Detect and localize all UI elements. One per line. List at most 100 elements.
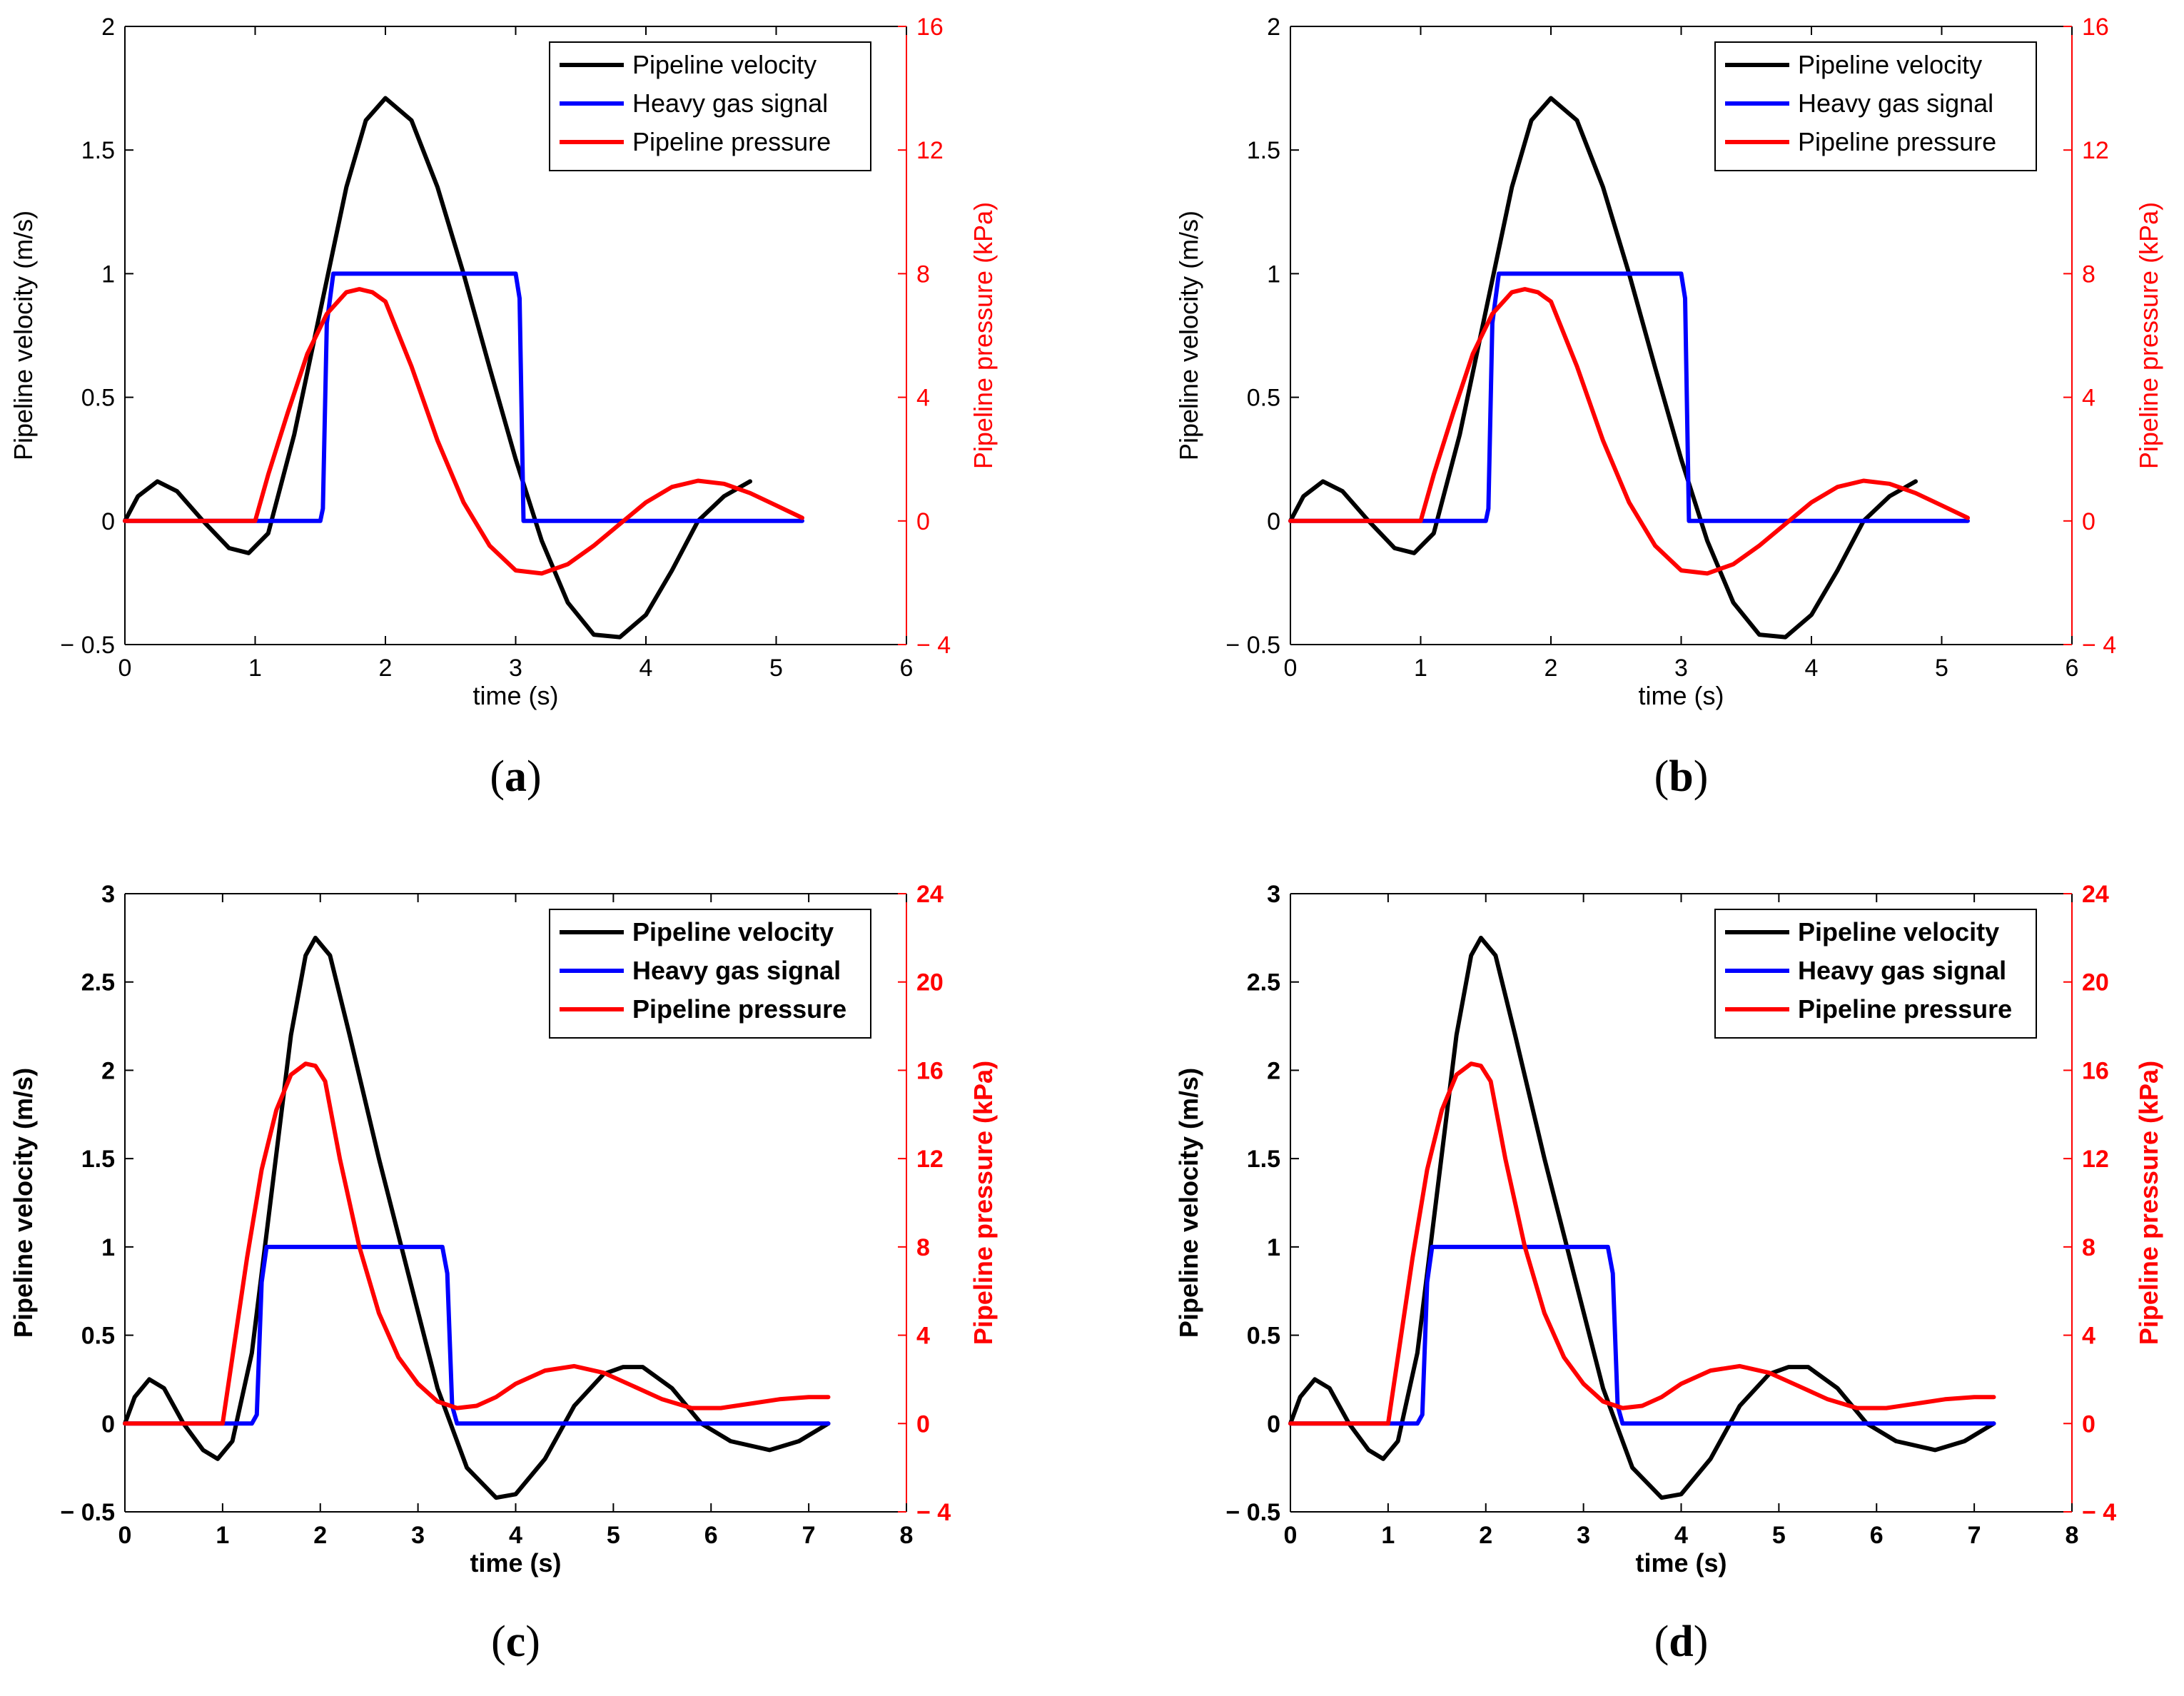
series-line-pipeline-velocity	[123, 96, 752, 640]
y2-axis-label: Pipeline pressure (kPa)	[2134, 202, 2163, 469]
y-tick-label: − 0.5	[60, 632, 115, 659]
x-axis-label: time (s)	[473, 681, 559, 710]
y-tick-label: 1	[1267, 261, 1280, 288]
y-tick-label: 1	[101, 261, 115, 288]
y2-tick-label: 0	[916, 508, 930, 535]
x-tick-label: 8	[900, 1522, 914, 1549]
legend-entry: Heavy gas signal	[1798, 89, 1993, 118]
x-tick-label: 6	[1870, 1522, 1884, 1549]
x-tick-label: 5	[1772, 1522, 1786, 1549]
panel-label: (b)	[1654, 752, 1709, 801]
legend-entry: Pipeline velocity	[1798, 50, 1982, 79]
x-tick-label: 1	[248, 655, 262, 682]
x-tick-label: 3	[1577, 1522, 1590, 1549]
series-line-pipeline-pressure	[1288, 287, 1970, 576]
y-axis-label: Pipeline velocity (m/s)	[9, 1068, 38, 1338]
y2-tick-label: 16	[916, 1057, 944, 1084]
legend-entry: Pipeline pressure	[632, 127, 831, 156]
y-axis-label: Pipeline velocity (m/s)	[9, 211, 38, 460]
series-line-heavy-gas-signal	[123, 1244, 831, 1426]
x-tick-label: 3	[509, 655, 522, 682]
x-axis-label: time (s)	[1639, 681, 1724, 710]
y-tick-label: 1.5	[1247, 137, 1280, 164]
x-tick-label: 1	[216, 1522, 229, 1549]
x-tick-label: 6	[900, 655, 914, 682]
legend-entry: Pipeline pressure	[632, 994, 846, 1024]
y-tick-label: 2.5	[81, 969, 115, 996]
y2-tick-label: − 4	[2082, 632, 2116, 659]
x-tick-label: 4	[509, 1522, 522, 1549]
series-line-pipeline-pressure	[1288, 1061, 1996, 1426]
y-tick-label: − 0.5	[60, 1499, 115, 1526]
legend-entry: Heavy gas signal	[1798, 956, 2006, 985]
y-tick-label: 2.5	[1247, 969, 1280, 996]
y-tick-label: 0.5	[1247, 1323, 1280, 1350]
y-axis-label: Pipeline velocity (m/s)	[1174, 1068, 1203, 1338]
chart-panel-c: 0 1 2 3 4 5 6 7 8− 0.500.511.522.53− 40481216202…	[9, 881, 998, 1666]
x-tick-label: 2	[1545, 655, 1558, 682]
x-tick-label: 1	[1414, 655, 1427, 682]
series-line-pipeline-velocity	[1288, 935, 1996, 1500]
x-tick-label: 6	[2066, 655, 2079, 682]
legend: Pipeline velocity Heavy gas signal Pipelin…	[1714, 909, 2037, 1039]
x-tick-label: 5	[769, 655, 783, 682]
legend-entry: Pipeline pressure	[1798, 127, 1996, 156]
y-tick-label: 1.5	[81, 1146, 115, 1173]
x-tick-label: 0	[1284, 1522, 1298, 1549]
y2-tick-label: 8	[916, 1234, 930, 1261]
legend-entry: Pipeline velocity	[632, 50, 817, 79]
y-axis-label: Pipeline velocity (m/s)	[1174, 211, 1203, 460]
legend: Pipeline velocity Heavy gas signal Pipelin…	[549, 909, 871, 1039]
series-line-pipeline-velocity	[123, 935, 831, 1500]
y-tick-label: 3	[1267, 881, 1280, 908]
legend-entry: Heavy gas signal	[632, 89, 828, 118]
y2-tick-label: 8	[2082, 1234, 2095, 1261]
x-tick-label: 4	[639, 655, 653, 682]
y2-tick-label: − 4	[916, 632, 951, 659]
series-line-pipeline-pressure	[123, 287, 804, 576]
x-axis-label: time (s)	[1635, 1548, 1727, 1578]
y2-axis-label: Pipeline pressure (kPa)	[969, 1061, 998, 1345]
y2-tick-label: 16	[916, 14, 944, 41]
y2-tick-label: 16	[2082, 14, 2109, 41]
x-tick-label: 3	[411, 1522, 425, 1549]
y2-tick-label: 20	[2082, 969, 2109, 996]
panel-label: (d)	[1654, 1617, 1709, 1666]
y-tick-label: 1	[1267, 1234, 1280, 1261]
series-line-heavy-gas-signal	[123, 271, 804, 523]
x-tick-label: 7	[1968, 1522, 1981, 1549]
x-tick-label: 2	[1479, 1522, 1492, 1549]
y2-tick-label: 24	[916, 881, 944, 908]
y-tick-label: 2	[101, 1057, 115, 1084]
y-tick-label: 0	[101, 508, 115, 535]
y2-tick-label: 0	[2082, 508, 2095, 535]
y-tick-label: 0	[101, 1410, 115, 1438]
y2-axis-label: Pipeline pressure (kPa)	[2134, 1061, 2163, 1345]
y-tick-label: 2	[1267, 14, 1280, 41]
y2-tick-label: 8	[916, 261, 930, 288]
y-tick-label: 0.5	[81, 1323, 115, 1350]
y2-tick-label: 8	[2082, 261, 2095, 288]
y2-tick-label: 4	[916, 385, 930, 412]
y2-tick-label: 12	[916, 137, 944, 164]
legend-entry: Pipeline velocity	[632, 917, 834, 947]
panel-label: (c)	[491, 1617, 540, 1666]
x-tick-label: 0	[118, 1522, 132, 1549]
x-tick-label: 6	[704, 1522, 718, 1549]
y-tick-label: 3	[101, 881, 115, 908]
y2-tick-label: 12	[916, 1146, 944, 1173]
y2-tick-label: 12	[2082, 1146, 2109, 1173]
y2-tick-label: 12	[2082, 137, 2109, 164]
y2-tick-label: 4	[2082, 1323, 2095, 1350]
x-tick-label: 2	[313, 1522, 327, 1549]
x-axis-label: time (s)	[470, 1548, 561, 1578]
y-tick-label: 0.5	[1247, 385, 1280, 412]
panel-label: (a)	[490, 752, 541, 801]
x-tick-label: 3	[1674, 655, 1688, 682]
legend-entry: Heavy gas signal	[632, 956, 841, 985]
y-tick-label: 1.5	[81, 137, 115, 164]
y2-axis-label: Pipeline pressure (kPa)	[969, 202, 998, 469]
